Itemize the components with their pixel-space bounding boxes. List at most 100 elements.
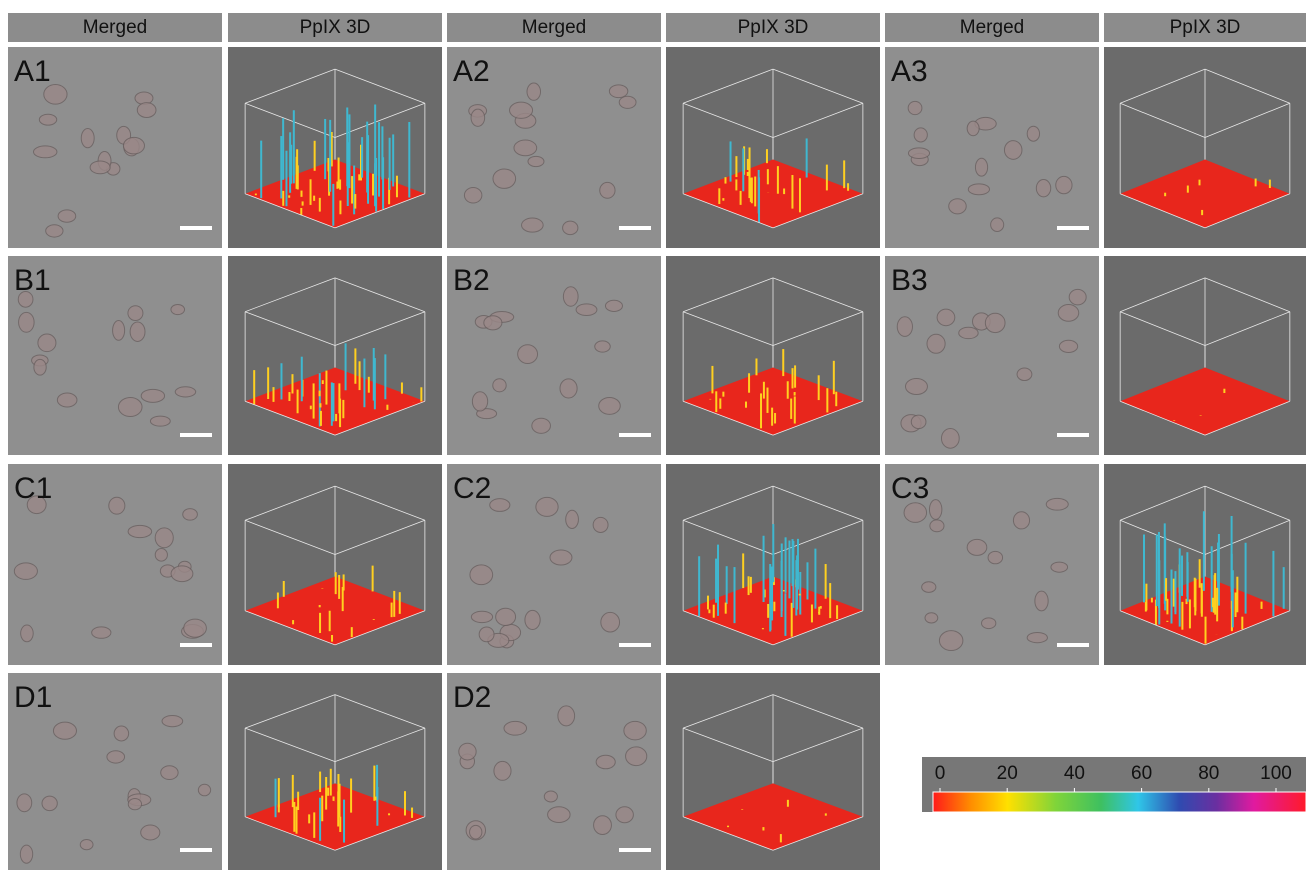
cell xyxy=(897,317,912,337)
cell xyxy=(198,784,210,796)
cell xyxy=(171,566,193,582)
header-text: PpIX 3D xyxy=(1170,17,1241,38)
cell xyxy=(518,345,538,364)
cell xyxy=(908,101,922,114)
cell xyxy=(150,416,170,426)
scale-bar xyxy=(1057,643,1089,647)
cell xyxy=(1056,176,1072,193)
cell xyxy=(21,625,34,642)
cell xyxy=(113,320,125,340)
cell xyxy=(80,839,93,849)
cell xyxy=(593,517,608,532)
cell xyxy=(599,397,621,414)
cell xyxy=(550,550,572,565)
cell xyxy=(1013,512,1029,529)
cell xyxy=(479,627,494,642)
panel-label: D1 xyxy=(14,681,52,714)
cell xyxy=(107,751,125,763)
cell xyxy=(544,791,557,802)
panel-label: C3 xyxy=(891,472,929,505)
cell xyxy=(1036,180,1050,197)
cell xyxy=(988,551,1003,563)
cell xyxy=(118,398,142,417)
scale-bar xyxy=(619,643,651,647)
cell xyxy=(1046,498,1068,510)
cell xyxy=(941,428,959,448)
cell xyxy=(183,509,198,521)
cell xyxy=(616,807,633,823)
cell xyxy=(114,726,129,741)
cell xyxy=(905,378,927,394)
colorbar-tick-label: 80 xyxy=(1198,763,1219,784)
cell xyxy=(522,218,544,232)
cell xyxy=(175,387,195,397)
panel-label: D2 xyxy=(453,681,491,714)
cell xyxy=(14,563,37,580)
cell xyxy=(20,845,32,863)
cell xyxy=(536,497,558,516)
cell xyxy=(985,313,1005,332)
cell xyxy=(137,103,156,118)
cell xyxy=(34,359,46,375)
cell xyxy=(1069,289,1086,304)
cell xyxy=(464,188,481,204)
cell xyxy=(594,816,612,835)
cell xyxy=(42,796,57,810)
colorbar-tick-label: 20 xyxy=(997,763,1018,784)
cell xyxy=(1027,126,1039,141)
panel-label: B3 xyxy=(891,264,928,297)
cell xyxy=(471,109,485,126)
cell xyxy=(939,631,962,651)
cell xyxy=(504,721,527,735)
cell xyxy=(576,304,597,316)
cell xyxy=(566,510,579,528)
panel-label: C2 xyxy=(453,472,491,505)
cell xyxy=(171,304,185,314)
colorbar-tick-label: 100 xyxy=(1260,763,1292,784)
cell xyxy=(494,761,511,780)
cell xyxy=(624,721,646,740)
cell xyxy=(470,825,482,839)
panel-label: C1 xyxy=(14,472,52,505)
cell xyxy=(128,798,141,809)
panel-label: A3 xyxy=(891,55,928,88)
cell xyxy=(1035,591,1048,611)
cell xyxy=(17,794,32,812)
scale-bar xyxy=(180,848,212,852)
cell xyxy=(459,743,476,760)
cell xyxy=(975,158,987,176)
colorbar-tick-label: 40 xyxy=(1064,763,1085,784)
cell xyxy=(991,218,1004,232)
cell xyxy=(128,306,143,321)
cell xyxy=(967,121,979,136)
cell xyxy=(130,322,145,341)
figure: MergedPpIX 3DMergedPpIX 3DMergedPpIX 3DA… xyxy=(0,0,1306,870)
cell xyxy=(1058,305,1079,322)
cell xyxy=(1059,340,1077,352)
cell xyxy=(490,499,510,512)
cell xyxy=(57,393,77,407)
cell xyxy=(33,146,56,158)
panel-label: B1 xyxy=(14,264,51,297)
cell xyxy=(510,102,533,118)
cell xyxy=(1051,562,1068,572)
cell xyxy=(493,379,506,392)
header-text: PpIX 3D xyxy=(738,17,809,38)
header-text: Merged xyxy=(83,17,147,38)
cell xyxy=(141,825,160,840)
cell xyxy=(949,199,967,214)
cell xyxy=(161,766,178,780)
cell xyxy=(128,525,152,537)
cell xyxy=(930,520,944,532)
cell xyxy=(46,225,63,237)
scale-bar xyxy=(1057,226,1089,230)
cell xyxy=(53,722,76,739)
cell xyxy=(548,807,570,823)
panel-label: A1 xyxy=(14,55,51,88)
cell xyxy=(927,334,945,353)
cell xyxy=(525,610,540,629)
cell xyxy=(922,582,936,593)
cell xyxy=(162,716,183,727)
cell xyxy=(937,309,955,326)
cell xyxy=(908,148,929,159)
